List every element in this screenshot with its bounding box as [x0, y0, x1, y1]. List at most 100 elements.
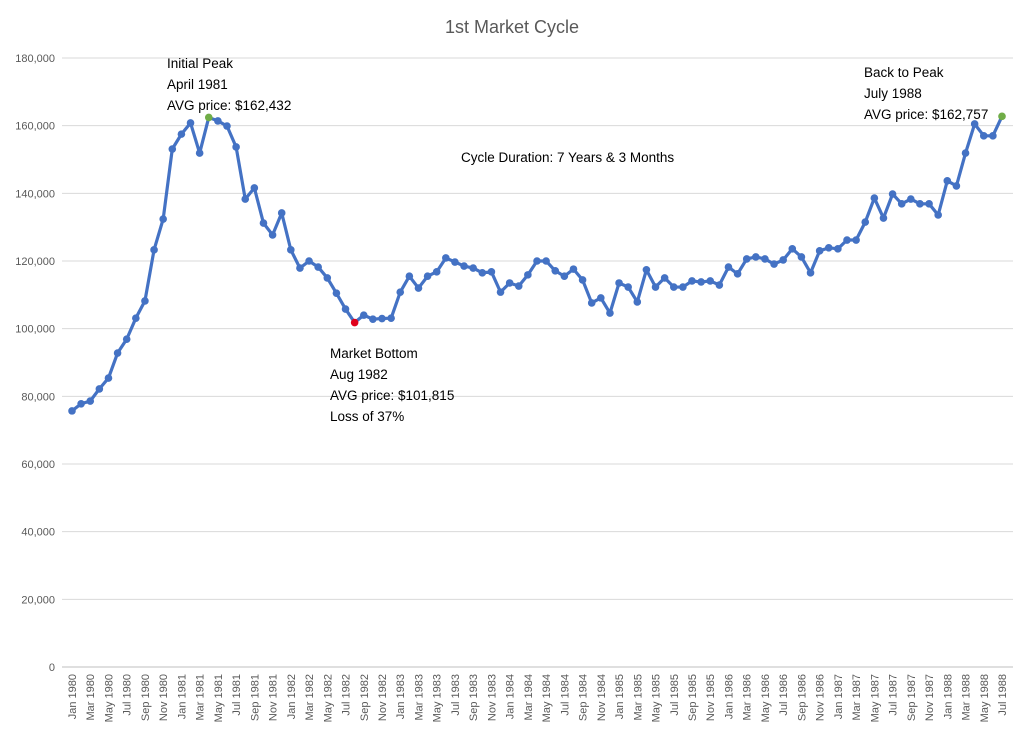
highlighted-data-point — [204, 113, 213, 122]
data-point — [469, 264, 477, 272]
data-point — [724, 263, 733, 271]
data-point — [715, 281, 724, 289]
data-point — [314, 263, 322, 271]
x-tick-label: Sep 1986 — [796, 674, 808, 721]
data-point — [779, 256, 787, 264]
x-tick-label: Nov 1980 — [158, 674, 170, 721]
x-tick-label: Sep 1985 — [687, 674, 699, 721]
data-point — [934, 211, 942, 219]
annotation-line: July 1988 — [864, 86, 922, 101]
y-axis-ticks: 0 20,000 40,000 60,000 80,000 100,000 120,000 1… — [15, 53, 55, 674]
data-point — [852, 236, 860, 244]
data-point — [296, 264, 304, 272]
x-tick-label: Nov 1981 — [268, 674, 280, 721]
data-point — [305, 257, 313, 265]
x-tick-label: Mar 1988 — [961, 674, 973, 720]
data-point — [824, 244, 833, 252]
annotation-line: AVG price: $162,432 — [167, 98, 291, 113]
data-point — [907, 195, 915, 203]
data-point — [150, 246, 158, 254]
data-point — [843, 236, 851, 244]
data-point — [359, 311, 368, 319]
data-point — [405, 272, 414, 281]
data-point — [369, 315, 377, 323]
x-tick-label: Mar 1986 — [742, 674, 754, 720]
data-point — [788, 245, 797, 253]
data-point — [897, 200, 906, 208]
data-point — [414, 284, 423, 292]
data-point — [478, 269, 487, 277]
data-point — [961, 149, 970, 157]
x-tick-label: Jul 1986 — [778, 674, 790, 716]
data-point — [615, 279, 623, 287]
y-tick-label: 100,000 — [15, 324, 55, 336]
y-tick-label: 180,000 — [15, 53, 55, 65]
x-tick-label: Jul 1980 — [122, 674, 134, 716]
y-tick-label: 60,000 — [21, 459, 55, 471]
data-point — [916, 200, 924, 208]
annotation-line: April 1981 — [167, 77, 228, 92]
data-point — [597, 294, 605, 302]
data-point — [95, 385, 104, 393]
data-point — [232, 143, 240, 151]
data-point — [177, 130, 186, 138]
data-point — [423, 272, 432, 281]
x-axis-ticks: Jan 1980 Mar 1980 May 1980 Jul 1980 Sep 1980… — [67, 674, 1009, 722]
data-point — [432, 268, 441, 276]
data-point — [761, 255, 769, 263]
data-point — [396, 288, 405, 296]
data-point — [68, 407, 76, 415]
data-point — [168, 145, 177, 153]
highlighted-data-point — [998, 112, 1006, 121]
x-tick-label: May 1984 — [541, 674, 553, 722]
x-tick-label: Nov 1982 — [377, 674, 389, 721]
x-tick-label: Sep 1987 — [906, 674, 918, 721]
annotation-line: AVG price: $101,815 — [330, 388, 454, 403]
data-point — [633, 298, 642, 306]
data-point — [514, 282, 523, 290]
x-tick-label: Jul 1983 — [450, 674, 462, 716]
x-tick-label: Jul 1981 — [231, 674, 243, 716]
x-tick-label: Mar 1984 — [523, 674, 535, 720]
data-point — [697, 278, 705, 286]
data-points — [68, 112, 1006, 415]
x-tick-label: Mar 1982 — [304, 674, 316, 720]
data-point — [606, 309, 614, 317]
data-point — [223, 122, 231, 130]
x-tick-label: Jul 1984 — [559, 674, 571, 716]
x-tick-label: Nov 1985 — [705, 674, 717, 721]
y-tick-label: 0 — [49, 662, 55, 674]
x-tick-label: Jan 1981 — [176, 674, 188, 719]
x-tick-label: Mar 1987 — [851, 674, 863, 720]
data-point — [669, 283, 678, 291]
annotation-line: Initial Peak — [167, 56, 233, 71]
annotation-line: Loss of 37% — [330, 409, 404, 424]
data-point — [341, 305, 350, 313]
x-tick-label: Mar 1983 — [413, 674, 425, 720]
y-tick-label: 140,000 — [15, 188, 55, 200]
x-tick-label: Nov 1986 — [815, 674, 827, 721]
annotation-line: Back to Peak — [864, 65, 944, 80]
x-tick-label: May 1980 — [103, 674, 115, 722]
data-point — [688, 277, 696, 285]
x-tick-label: Jan 1986 — [723, 674, 735, 719]
y-tick-label: 20,000 — [21, 594, 55, 606]
grid-lines — [62, 57, 1013, 668]
x-tick-label: Sep 1983 — [468, 674, 480, 721]
data-point — [797, 253, 806, 261]
data-point — [122, 335, 131, 343]
annotation-cycle-duration: Cycle Duration: 7 Years & 3 Months — [461, 150, 674, 165]
data-point — [460, 262, 468, 270]
data-point — [332, 289, 341, 297]
data-point — [587, 299, 596, 307]
data-point — [378, 314, 386, 323]
x-tick-label: Jan 1988 — [942, 674, 954, 719]
data-point — [141, 297, 149, 305]
data-point — [624, 283, 632, 291]
data-point — [487, 268, 496, 276]
data-point — [660, 274, 669, 282]
data-point — [323, 274, 332, 282]
data-point — [989, 132, 997, 140]
x-tick-label: Sep 1980 — [140, 674, 152, 721]
